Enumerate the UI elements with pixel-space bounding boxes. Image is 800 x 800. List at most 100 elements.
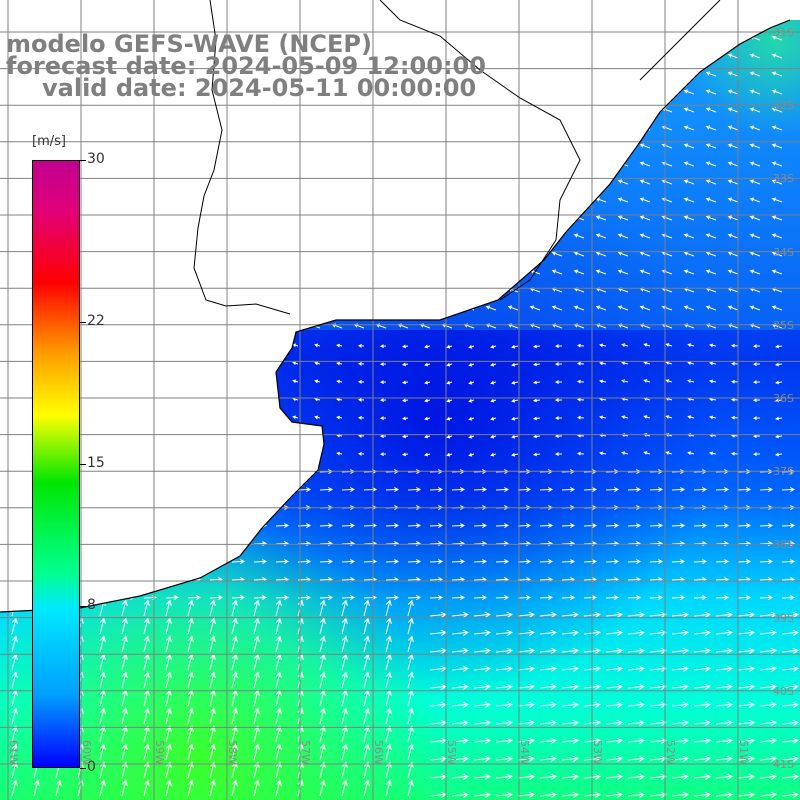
wind-arrow [441,251,453,257]
wind-arrow [177,125,189,131]
wind-arrow [749,161,761,167]
wind-arrow [138,362,145,367]
title-forecast-date: forecast date: 2024-05-09 12:00:00 [6,52,486,80]
wind-arrow [759,683,777,690]
wind-arrow [407,487,422,493]
wind-arrow [490,452,497,457]
wind-arrow [287,143,299,149]
wind-arrow [507,305,519,311]
coastline [0,19,791,613]
latitude-label: 40S [773,684,794,698]
wind-arrow [473,647,491,654]
wind-arrow [661,71,673,77]
wind-arrow [551,251,563,257]
wind-arrow [121,635,128,653]
wind-arrow [424,362,431,367]
wind-arrow [573,53,585,59]
wind-arrow [599,451,607,456]
wind-arrow [671,683,689,690]
wind-arrow [253,559,268,565]
wind-arrow [573,161,585,167]
wind-arrow [595,251,607,257]
wind-arrow [507,233,519,239]
wind-arrow [517,773,535,780]
wind-arrow [181,380,189,384]
wind-arrow [243,305,255,311]
wind-arrow [133,197,145,203]
wind-arrow [715,773,733,780]
wind-arrow [143,635,150,653]
wind-arrow [1,179,13,185]
longitude-label: 51W [737,740,750,765]
longitude-label: 55W [445,740,458,765]
wind-arrow [671,595,686,601]
wind-arrow [165,671,172,689]
wind-arrow [715,647,733,654]
wind-arrow [353,179,365,185]
wind-arrow [561,559,576,565]
colorbar-tick-label: 30 [87,151,105,167]
wind-arrow [375,233,387,239]
wind-arrow [309,215,321,221]
wind-arrow [595,161,607,167]
wind-arrow [715,629,733,636]
wind-arrow [270,451,277,456]
wind-arrow [331,215,343,221]
wind-arrow [737,523,752,529]
wind-arrow [627,791,645,798]
wind-arrow [111,125,123,131]
wind-arrow [595,179,607,185]
wind-arrow [116,344,123,349]
wind-arrow [573,251,585,257]
wind-arrow [551,269,563,275]
title-valid-date: valid date: 2024-05-11 00:00:00 [42,74,477,102]
wind-arrow [617,197,629,203]
wind-arrow [561,737,579,744]
wind-arrow [111,269,123,275]
wind-arrow [159,416,167,421]
wind-arrow [275,599,282,617]
wind-arrow [111,107,123,113]
wind-arrow [121,523,136,529]
wind-arrow [89,215,101,221]
wind-arrow [561,683,579,690]
wind-arrow [705,71,717,77]
river-plate-north-shore [193,0,291,315]
wind-arrow [529,53,541,59]
wind-arrow [265,233,277,239]
wind-arrow [226,361,233,366]
wind-arrow [533,362,541,367]
wind-arrow [99,761,106,779]
wind-arrow [495,559,510,565]
wind-arrow [11,541,26,547]
wind-arrow [89,143,101,149]
wind-arrow [133,215,145,221]
wind-arrow [253,779,260,797]
wind-arrow [551,215,563,221]
wind-arrow [209,635,216,653]
wind-arrow [561,755,579,762]
wind-arrow [705,215,717,221]
wind-arrow [511,416,519,421]
wind-arrow [133,269,145,275]
wind-arrow [138,380,145,385]
wind-arrow [463,143,475,149]
wind-arrow [407,725,414,743]
wind-arrow [397,251,409,257]
wind-arrow [529,179,541,185]
longitude-label: 58W [226,740,239,765]
wind-arrow [375,269,387,275]
wind-arrow [576,451,585,456]
wind-arrow [187,671,194,689]
wind-arrow [181,362,189,366]
wind-arrow [605,647,623,654]
wind-arrow [599,379,607,384]
wind-arrow [649,559,664,565]
wind-arrow [727,233,739,239]
wind-arrow [309,251,321,257]
wind-arrow [341,617,348,635]
wind-arrow [529,197,541,203]
wind-arrow [693,701,711,708]
wind-arrow [687,451,695,455]
